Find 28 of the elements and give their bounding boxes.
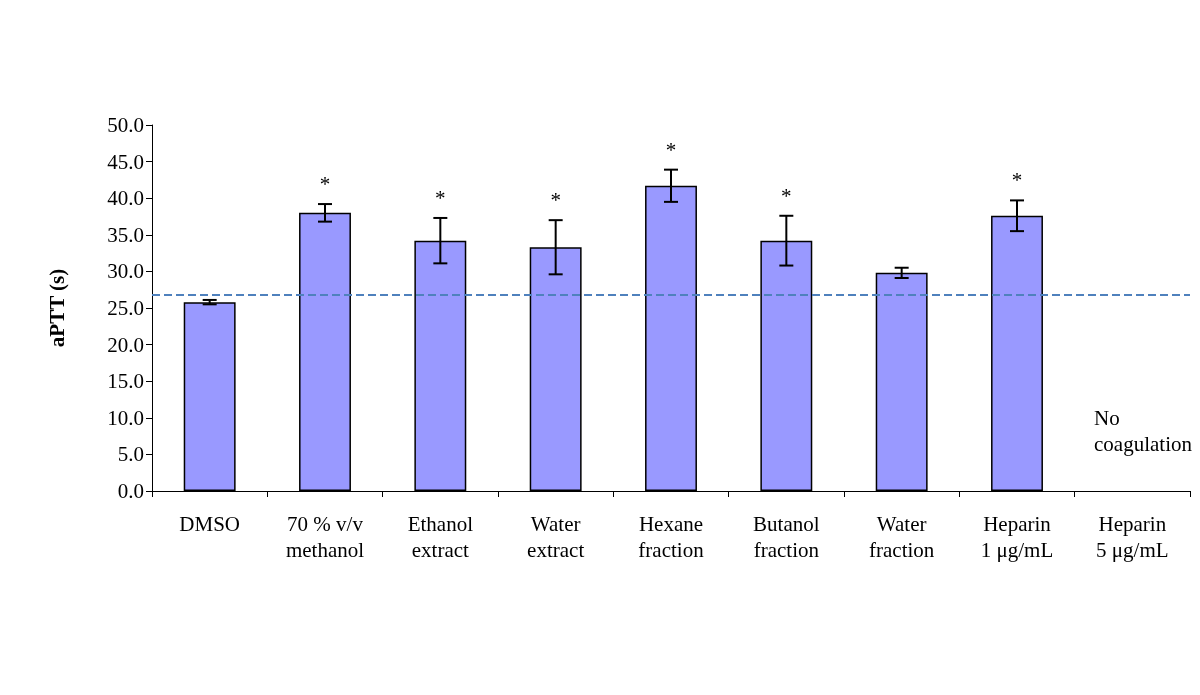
annotation: * — [435, 185, 446, 210]
y-tick-label: 5.0 — [117, 442, 144, 467]
y-tick-label: 25.0 — [107, 296, 144, 320]
y-tick-label: 35.0 — [107, 222, 144, 247]
y-tick-label: 20.0 — [107, 332, 144, 357]
y-tick-label: 0.0 — [117, 479, 144, 503]
y-axis-title: aPTT (s) — [44, 268, 69, 348]
annotation: * — [665, 137, 677, 162]
x-tick-label: Heparin 5 μg/mL — [1096, 512, 1169, 562]
x-tick-label: Water extract — [527, 512, 585, 562]
x-tick-label: Water fraction — [869, 512, 935, 562]
y-tick-label: 30.0 — [107, 259, 144, 284]
annotation: * — [550, 188, 561, 213]
x-tick-label: DMSO — [179, 512, 241, 536]
x-tick-label: Ethanol extract — [407, 512, 474, 562]
y-tick-label: 40.0 — [107, 186, 144, 211]
y-tick-label: 15.0 — [107, 369, 144, 394]
annotation: * — [1011, 168, 1023, 193]
x-tick-label: 70 % v/v methanol — [285, 512, 365, 562]
x-tick-label: Hexane fraction — [638, 512, 705, 562]
y-tick-label: 10.0 — [107, 405, 144, 430]
annotation: * — [319, 172, 331, 197]
annotation: * — [781, 183, 792, 208]
x-tick-label: Butanol fraction — [753, 512, 820, 562]
annotation: No coagulation — [1094, 406, 1193, 456]
y-tick-label: 45.0 — [107, 149, 144, 174]
y-tick-label: 50.0 — [107, 113, 144, 137]
x-tick-label: Heparin 1 μg/mL — [980, 512, 1054, 562]
